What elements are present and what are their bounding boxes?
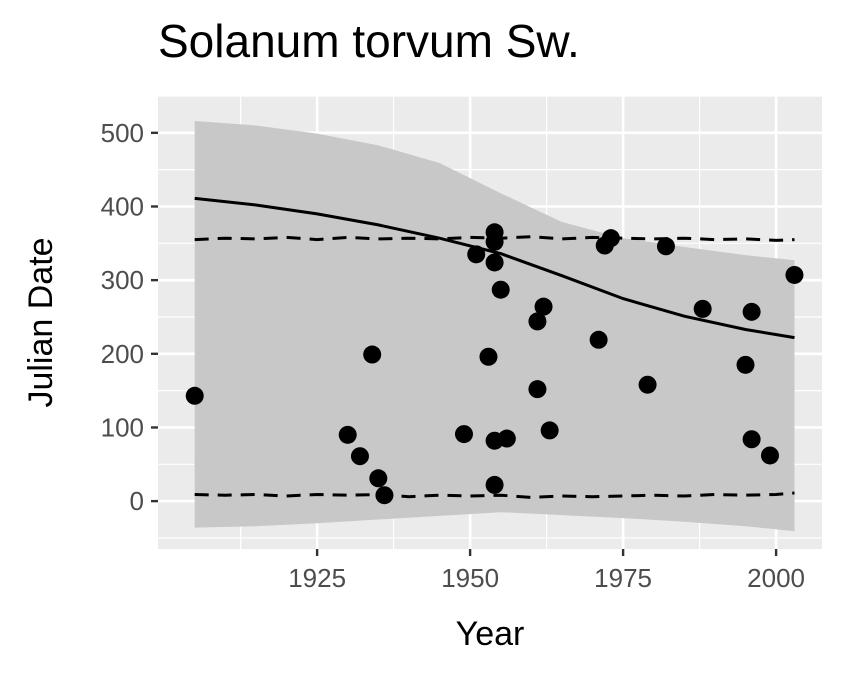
- data-point: [656, 237, 675, 256]
- data-points: [185, 223, 804, 505]
- fit-line: [194, 196, 795, 340]
- x-tick-label: 1975: [594, 563, 652, 593]
- x-tick-label: 1925: [288, 563, 346, 593]
- data-point: [185, 386, 204, 405]
- x-axis: 1925 1950 1975 2000: [288, 549, 805, 593]
- y-tick-label: 100: [101, 412, 144, 442]
- x-tick-label: 1950: [441, 563, 499, 593]
- data-point: [479, 347, 498, 366]
- data-point: [528, 312, 547, 331]
- y-axis: 0 100 200 300 400 500: [101, 118, 158, 516]
- data-point: [742, 430, 761, 449]
- data-point: [454, 425, 473, 444]
- x-axis-title: Year: [456, 615, 525, 653]
- data-point: [467, 245, 486, 264]
- data-point: [491, 280, 510, 299]
- y-tick-label: 0: [130, 486, 144, 516]
- y-tick-label: 300: [101, 265, 144, 295]
- data-point: [785, 265, 804, 284]
- dashed-lower-line: [194, 491, 795, 499]
- y-tick-label: 500: [101, 118, 144, 148]
- data-point: [760, 446, 779, 465]
- data-point: [497, 429, 516, 448]
- data-point: [528, 380, 547, 399]
- chart-title: Solanum torvum Sw.: [158, 15, 580, 67]
- data-point: [485, 232, 504, 251]
- y-axis-title: Julian Date: [22, 237, 60, 407]
- data-point: [638, 375, 657, 394]
- data-point: [534, 297, 553, 316]
- data-point: [736, 355, 755, 374]
- data-point: [601, 229, 620, 248]
- y-tick-label: 200: [101, 339, 144, 369]
- data-point: [338, 425, 357, 444]
- data-point: [369, 469, 388, 488]
- data-point: [540, 421, 559, 440]
- data-point: [742, 302, 761, 321]
- y-tick-label: 400: [101, 191, 144, 221]
- data-point: [485, 253, 504, 272]
- data-point: [363, 345, 382, 364]
- x-tick-label: 2000: [747, 563, 805, 593]
- data-point: [375, 486, 394, 505]
- data-point: [350, 447, 369, 466]
- data-point: [485, 475, 504, 494]
- data-point: [589, 330, 608, 349]
- data-point: [693, 299, 712, 318]
